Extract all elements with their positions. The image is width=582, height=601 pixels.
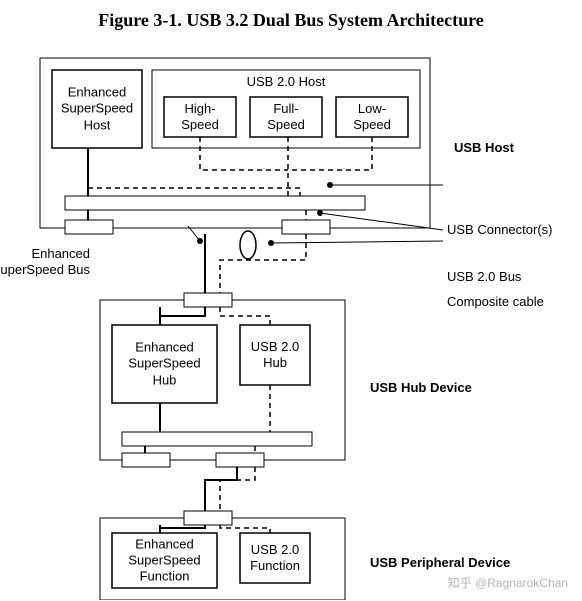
ess-func-label: Enhanced SuperSpeed Function: [128, 536, 200, 585]
usb-periph-label: USB Peripheral Device: [370, 555, 510, 571]
usb2-bus-label: USB 2.0 Bus: [447, 269, 521, 285]
usb2-host-label: USB 2.0 Host: [247, 74, 326, 90]
watermark: 知乎 @RagnarokChan: [448, 574, 568, 591]
usb-host-label: USB Host: [454, 140, 514, 156]
usb2-func-label: USB 2.0 Function: [250, 542, 300, 575]
ess-hub-label: Enhanced SuperSpeed Hub: [128, 340, 200, 389]
usb-connectors-label: USB Connector(s): [447, 222, 552, 238]
high-speed-label: High- Speed: [181, 101, 219, 134]
figure-title: Figure 3-1. USB 3.2 Dual Bus System Arch…: [0, 10, 582, 31]
low-speed-label: Low- Speed: [353, 101, 391, 134]
usb-hub-device-label: USB Hub Device: [370, 380, 472, 396]
full-speed-label: Full- Speed: [267, 101, 305, 134]
ess-host-label: Enhanced SuperSpeed Host: [61, 85, 133, 134]
ess-bus-label: Enhanced SuperSpeed Bus: [0, 246, 90, 279]
usb2-hub-label: USB 2.0 Hub: [251, 339, 299, 372]
composite-cable-label: Composite cable: [447, 294, 544, 310]
composite-cable-icon: [240, 231, 256, 259]
